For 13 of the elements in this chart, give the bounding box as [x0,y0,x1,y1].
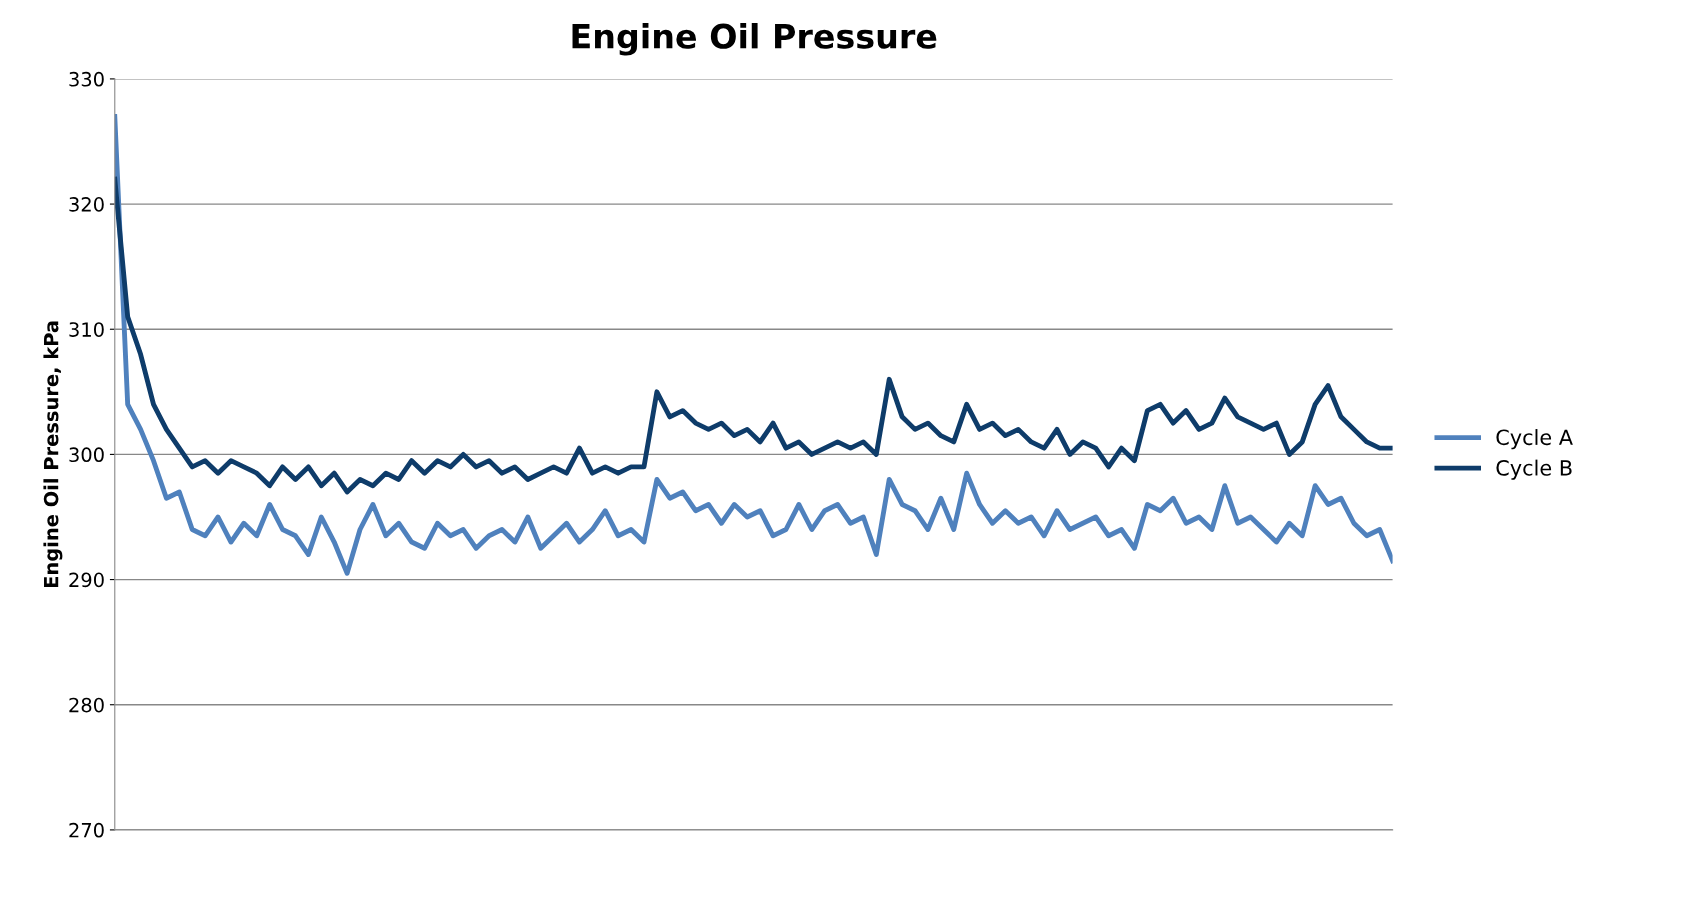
y-tick-label: 270 [69,822,104,838]
y-tick-label: 280 [69,697,104,713]
y-tick-label: 290 [69,572,104,588]
line-series [114,114,1393,576]
y-axis-title: Engine Oil Pressure, kPa [43,321,63,588]
line-series [114,176,1393,495]
legend-label: Cycle A [1496,429,1573,450]
chart-title: Engine Oil Pressure [572,23,937,56]
y-tick-label: 300 [69,447,104,463]
y-tick-label: 330 [69,71,104,87]
y-tick-label: 320 [69,197,104,212]
y-tick-label: 310 [69,322,104,337]
legend-label: Cycle B [1496,459,1572,480]
